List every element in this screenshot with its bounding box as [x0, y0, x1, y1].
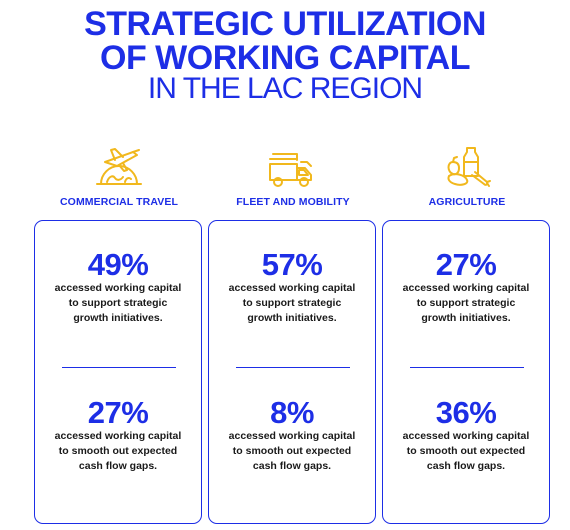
stat-description: accessed working capital to smooth out e…: [228, 430, 356, 472]
column-agriculture: AGRICULTURE 27% accessed working capital…: [382, 140, 552, 524]
plane-globe-icon: [34, 140, 204, 190]
stat-percent: 8%: [270, 395, 314, 430]
category-label: AGRICULTURE: [428, 196, 506, 208]
stat-description: accessed working capital to smooth out e…: [402, 430, 530, 472]
stat-percent: 36%: [435, 395, 497, 430]
truck-icon: [208, 140, 378, 190]
category-label: COMMERCIAL TRAVEL: [60, 196, 178, 208]
divider: [236, 367, 350, 368]
column-fleet-and-mobility: FLEET AND MOBILITY 57% accessed working …: [208, 140, 378, 524]
stat-growth: 27% accessed working capital to support …: [383, 249, 549, 326]
stat-description: accessed working capital to smooth out e…: [54, 430, 182, 472]
stat-growth: 57% accessed working capital to support …: [209, 249, 375, 326]
column-commercial-travel: COMMERCIAL TRAVEL 49% accessed working c…: [34, 140, 204, 524]
stat-growth: 49% accessed working capital to support …: [35, 249, 201, 326]
stat-description: accessed working capital to support stra…: [228, 282, 356, 324]
produce-icon: [382, 140, 552, 190]
stat-description: accessed working capital to support stra…: [54, 282, 182, 324]
stat-cashflow: 8% accessed working capital to smooth ou…: [209, 397, 375, 474]
category-label: FLEET AND MOBILITY: [236, 196, 350, 208]
title-line-1: STRATEGIC UTILIZATION: [84, 5, 486, 43]
title-line-3: IN THE LAC REGION: [147, 72, 423, 105]
stat-cashflow: 36% accessed working capital to smooth o…: [383, 397, 549, 474]
title-line-2: OF WORKING CAPITAL: [100, 39, 471, 77]
divider: [62, 367, 176, 368]
stat-percent: 49%: [87, 247, 149, 282]
stat-card: 57% accessed working capital to support …: [208, 220, 376, 524]
stat-percent: 27%: [435, 247, 497, 282]
stat-description: accessed working capital to support stra…: [402, 282, 530, 324]
stat-card: 49% accessed working capital to support …: [34, 220, 202, 524]
stat-percent: 57%: [261, 247, 323, 282]
stat-cashflow: 27% accessed working capital to smooth o…: [35, 397, 201, 474]
divider: [410, 367, 524, 368]
stat-percent: 27%: [87, 395, 149, 430]
stat-card: 27% accessed working capital to support …: [382, 220, 550, 524]
